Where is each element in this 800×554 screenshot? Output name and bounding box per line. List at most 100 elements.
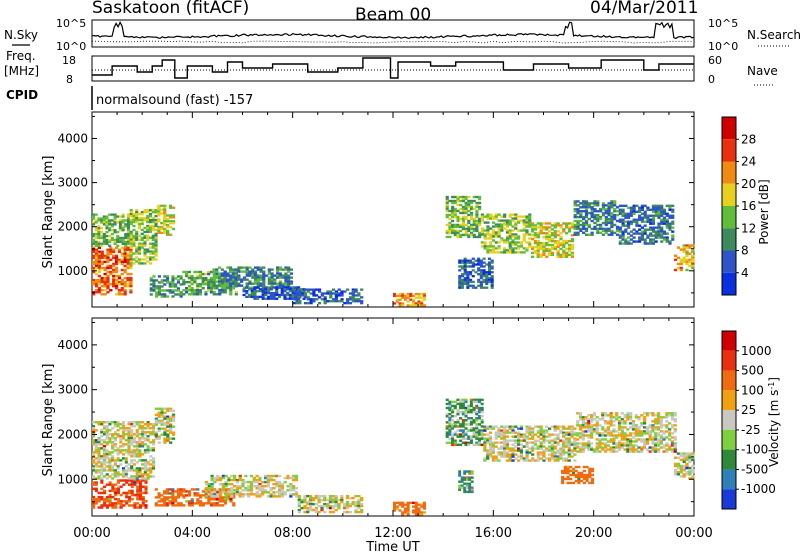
echo-cell xyxy=(477,429,482,432)
echo-cell xyxy=(451,209,455,213)
echo-cell xyxy=(245,295,249,299)
echo-cell xyxy=(234,270,238,274)
echo-cell xyxy=(503,251,507,254)
echo-cell xyxy=(129,272,133,276)
echo-cell xyxy=(576,438,580,441)
echo-cell xyxy=(94,469,98,472)
velocity-echo-region xyxy=(92,421,156,480)
echo-cell xyxy=(536,425,540,428)
echo-cell xyxy=(651,428,655,431)
echo-cell xyxy=(668,438,672,441)
echo-cell xyxy=(613,231,617,234)
echo-cell xyxy=(138,473,142,476)
echo-cell xyxy=(124,219,128,222)
echo-cell xyxy=(111,495,115,499)
echo-cell xyxy=(503,221,507,224)
echo-cell xyxy=(360,502,364,506)
echo-cell xyxy=(640,448,644,451)
colorbar-tick-label: 8 xyxy=(741,244,749,258)
power-echo-region xyxy=(573,200,620,236)
echo-cell xyxy=(151,218,155,222)
echo-cell xyxy=(129,230,133,234)
echo-cell xyxy=(607,227,611,231)
echo-cell xyxy=(542,232,546,235)
echo-cell xyxy=(685,254,689,257)
echo-cell xyxy=(102,441,107,444)
echo-cell xyxy=(624,240,628,243)
echo-cell xyxy=(458,269,462,272)
echo-cell xyxy=(467,235,471,239)
echo-cell xyxy=(463,267,467,270)
echo-cell xyxy=(503,249,507,252)
echo-cell xyxy=(465,486,469,490)
echo-cell xyxy=(163,411,167,414)
echo-cell xyxy=(224,474,228,478)
echo-cell xyxy=(565,255,569,258)
echo-cell xyxy=(140,232,144,236)
echo-cell xyxy=(587,217,591,221)
echo-cell xyxy=(269,295,273,299)
echo-cell xyxy=(640,424,644,427)
echo-cell xyxy=(138,485,143,488)
echo-cell xyxy=(97,246,101,249)
echo-cell xyxy=(459,406,463,410)
echo-cell xyxy=(398,501,402,504)
echo-cell xyxy=(659,436,663,439)
echo-cell xyxy=(334,494,338,498)
echo-cell xyxy=(519,215,523,218)
echo-cell xyxy=(657,234,661,237)
echo-cell xyxy=(165,214,170,217)
echo-cell xyxy=(497,245,501,248)
echo-cell xyxy=(249,482,254,486)
echo-cell xyxy=(645,426,649,429)
echo-cell xyxy=(130,459,134,462)
echo-cell xyxy=(113,439,117,442)
echo-cell xyxy=(151,216,155,220)
echo-cell xyxy=(126,254,130,258)
echo-cell xyxy=(578,446,583,449)
echo-cell xyxy=(143,234,147,238)
echo-cell xyxy=(580,475,584,479)
echo-cell xyxy=(613,200,617,203)
echo-cell xyxy=(590,448,594,451)
echo-cell xyxy=(550,425,555,428)
echo-cell xyxy=(272,293,276,297)
echo-cell xyxy=(488,449,493,452)
echo-cell xyxy=(461,429,465,432)
echo-cell xyxy=(138,445,142,448)
echo-cell xyxy=(97,441,101,444)
echo-cell xyxy=(601,448,605,451)
echo-cell xyxy=(468,490,472,494)
echo-cell xyxy=(545,241,549,245)
echo-cell xyxy=(486,453,490,456)
echo-cell xyxy=(459,195,463,199)
echo-cell xyxy=(642,426,647,429)
echo-cell xyxy=(116,425,120,428)
echo-cell xyxy=(143,258,147,261)
echo-cell xyxy=(212,280,216,284)
echo-cell xyxy=(475,195,479,199)
echo-cell xyxy=(525,453,529,456)
echo-cell xyxy=(111,469,115,472)
echo-cell xyxy=(121,242,125,246)
y-tick-label: 4000 xyxy=(57,131,88,145)
echo-cell xyxy=(403,509,407,512)
echo-cell xyxy=(563,469,567,473)
echo-cell xyxy=(138,471,142,474)
echo-cell xyxy=(649,214,653,217)
echo-cell xyxy=(511,233,515,236)
echo-cell xyxy=(569,477,573,481)
echo-cell xyxy=(621,210,625,213)
echo-cell xyxy=(547,427,552,430)
echo-cell xyxy=(640,232,644,235)
echo-cell xyxy=(168,281,172,284)
echo-cell xyxy=(135,467,139,470)
echo-cell xyxy=(665,430,669,433)
echo-cell xyxy=(596,215,600,219)
echo-cell xyxy=(662,212,667,215)
echo-cell xyxy=(606,432,610,435)
echo-cell xyxy=(312,300,316,303)
echo-cell xyxy=(508,427,512,430)
echo-cell xyxy=(144,506,148,509)
velocity-echo-region xyxy=(483,425,577,462)
